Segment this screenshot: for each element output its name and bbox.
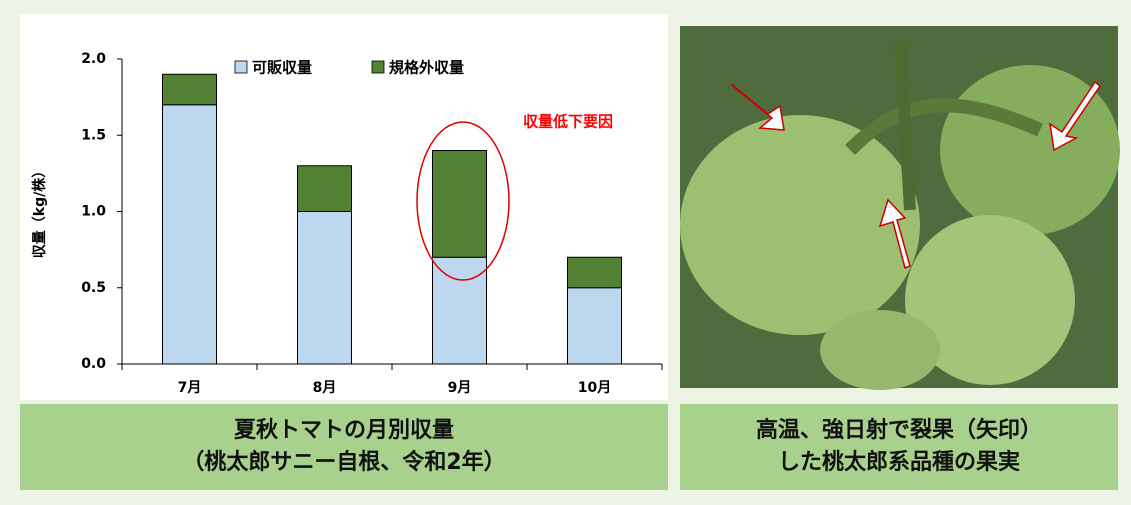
caption-line: した桃太郎系品種の果実 bbox=[778, 447, 1020, 479]
photo bbox=[680, 26, 1120, 390]
bar-segment bbox=[298, 212, 352, 365]
caption-line: 夏秋トマトの月別収量 bbox=[234, 415, 454, 447]
page: 収量（kg/株） 収量低下要因 0.0 0.5 1.0 1.5 2.0 7月 8月 9月 10月… bbox=[0, 0, 1131, 505]
legend-label: 規格外収量 bbox=[389, 59, 464, 77]
x-tick-label: 10月 bbox=[578, 380, 611, 396]
bar-segment bbox=[163, 74, 217, 105]
chart: 収量（kg/株） 収量低下要因 0.0 0.5 1.0 1.5 2.0 7月 8月 9月 10月… bbox=[0, 0, 1131, 400]
legend-swatch bbox=[372, 61, 384, 73]
x-tick-label: 8月 bbox=[313, 380, 337, 396]
y-axis-title: 収量（kg/株） bbox=[31, 164, 48, 258]
caption-line: （桃太郎サニー自根、令和2年） bbox=[182, 447, 505, 479]
bar-segment bbox=[163, 105, 217, 364]
chart-caption: 夏秋トマトの月別収量 （桃太郎サニー自根、令和2年） bbox=[20, 404, 668, 490]
annotation: 収量低下要因 bbox=[523, 113, 613, 131]
bar-segment bbox=[568, 288, 622, 364]
bar-segment bbox=[568, 257, 622, 288]
photo-caption: 高温、強日射で裂果（矢印） した桃太郎系品種の果実 bbox=[680, 404, 1118, 490]
x-tick-label: 9月 bbox=[448, 380, 472, 396]
y-tick-label: 0.0 bbox=[81, 356, 106, 372]
bar-segment bbox=[298, 166, 352, 212]
y-tick-label: 2.0 bbox=[81, 51, 106, 67]
bar-segment bbox=[433, 257, 487, 364]
y-tick-label: 1.5 bbox=[81, 127, 106, 143]
y-tick-label: 1.0 bbox=[81, 204, 106, 220]
x-tick-label: 7月 bbox=[178, 380, 202, 396]
y-tick-label: 0.5 bbox=[81, 280, 106, 296]
legend-swatch bbox=[235, 61, 247, 73]
caption-line: 高温、強日射で裂果（矢印） bbox=[756, 415, 1042, 447]
legend-label: 可販収量 bbox=[252, 59, 312, 77]
bar-segment bbox=[433, 151, 487, 258]
